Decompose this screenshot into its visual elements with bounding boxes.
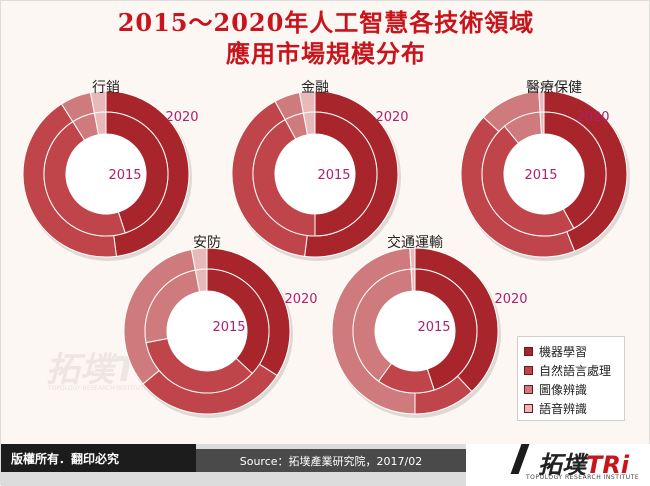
donut-1: 金融 2020 2015 xyxy=(231,80,409,261)
ring-label-2015: 2015 xyxy=(317,168,350,183)
legend-item-image: 圖像辨識 xyxy=(524,380,618,399)
donut-hole xyxy=(167,291,247,371)
ring-label-2015: 2015 xyxy=(108,168,141,183)
donut-4: 交通運輸 2020 2015 xyxy=(331,234,528,418)
legend-item-ml: 機器學習 xyxy=(524,342,618,361)
ring-label-2015: 2015 xyxy=(212,320,245,335)
logo-subtitle: TOPOLOGY RESEARCH INSTITUTE xyxy=(526,474,640,481)
source-text: Source：拓墣產業研究院，2017/02 xyxy=(239,455,423,468)
logo-accent-text: TRi xyxy=(586,451,630,479)
legend-label-speech: 語音辨識 xyxy=(539,402,588,416)
inner-2015-slice-0 xyxy=(314,111,378,237)
footer: 版權所有．翻印必究 Source：拓墣產業研究院，2017/02 拓墣TRi T… xyxy=(1,444,650,486)
donut-name: 金融 xyxy=(301,80,329,96)
ring-label-2015: 2015 xyxy=(417,320,450,335)
donut-hole xyxy=(66,134,146,214)
legend-swatch-ml xyxy=(524,347,533,356)
legend-label-image: 圖像辨識 xyxy=(539,383,588,397)
donut-name: 醫療保健 xyxy=(526,79,582,96)
outer-2020-slice-3 xyxy=(409,247,416,270)
copyright-text: 版權所有．翻印必究 xyxy=(11,452,120,466)
ring-label-2020: 2020 xyxy=(165,110,198,125)
footer-copyright-band: 版權所有．翻印必究 xyxy=(1,444,196,472)
donut-name: 安防 xyxy=(193,235,221,251)
donut-hole xyxy=(275,134,355,214)
donut-2: 醫療保健 2020 2015 xyxy=(460,79,630,261)
donut-0: 行銷 2020 2015 xyxy=(22,80,199,261)
ring-label-2020: 2020 xyxy=(494,292,527,307)
ring-label-2020: 2020 xyxy=(576,110,609,125)
donut-hole xyxy=(504,134,584,214)
donut-group: 行銷 2020 2015 金融 2020 2015 醫療保健 2020 2015 安防 2020 20… xyxy=(22,79,630,418)
footer-source-band: Source：拓墣產業研究院，2017/02 xyxy=(196,449,466,472)
ring-label-2020: 2020 xyxy=(284,292,317,307)
legend-swatch-nlp xyxy=(524,366,533,375)
logo-slash xyxy=(510,444,530,474)
legend-swatch-image xyxy=(524,385,533,394)
legend-label-ml: 機器學習 xyxy=(539,345,588,359)
legend-swatch-speech xyxy=(524,404,533,413)
footer-logo-area: 拓墣TRi TOPOLOGY RESEARCH INSTITUTE xyxy=(466,444,650,486)
legend-item-nlp: 自然語言處理 xyxy=(524,361,618,380)
donut-name: 交通運輸 xyxy=(387,234,443,251)
donut-name: 行銷 xyxy=(92,80,120,96)
donut-3: 安防 2020 2015 xyxy=(123,235,318,418)
legend-label-nlp: 自然語言處理 xyxy=(539,364,612,378)
watermark-subtitle: TOPOLOGY RESEARCH INSTITUTE xyxy=(47,385,148,392)
chart-title-line2: 應用市場規模分布 xyxy=(226,39,426,68)
chart-title-line1: 2015～2020年人工智慧各技術領域 xyxy=(117,8,535,37)
legend: 機器學習 自然語言處理 圖像辨識 語音辨識 xyxy=(517,336,625,421)
logo: 拓墣TRi xyxy=(538,445,629,480)
donut-hole xyxy=(375,291,455,371)
ring-label-2020: 2020 xyxy=(375,110,408,125)
legend-item-speech: 語音辨識 xyxy=(524,399,618,418)
ring-label-2015: 2015 xyxy=(524,168,557,183)
logo-main-text: 拓墣 xyxy=(538,451,586,479)
